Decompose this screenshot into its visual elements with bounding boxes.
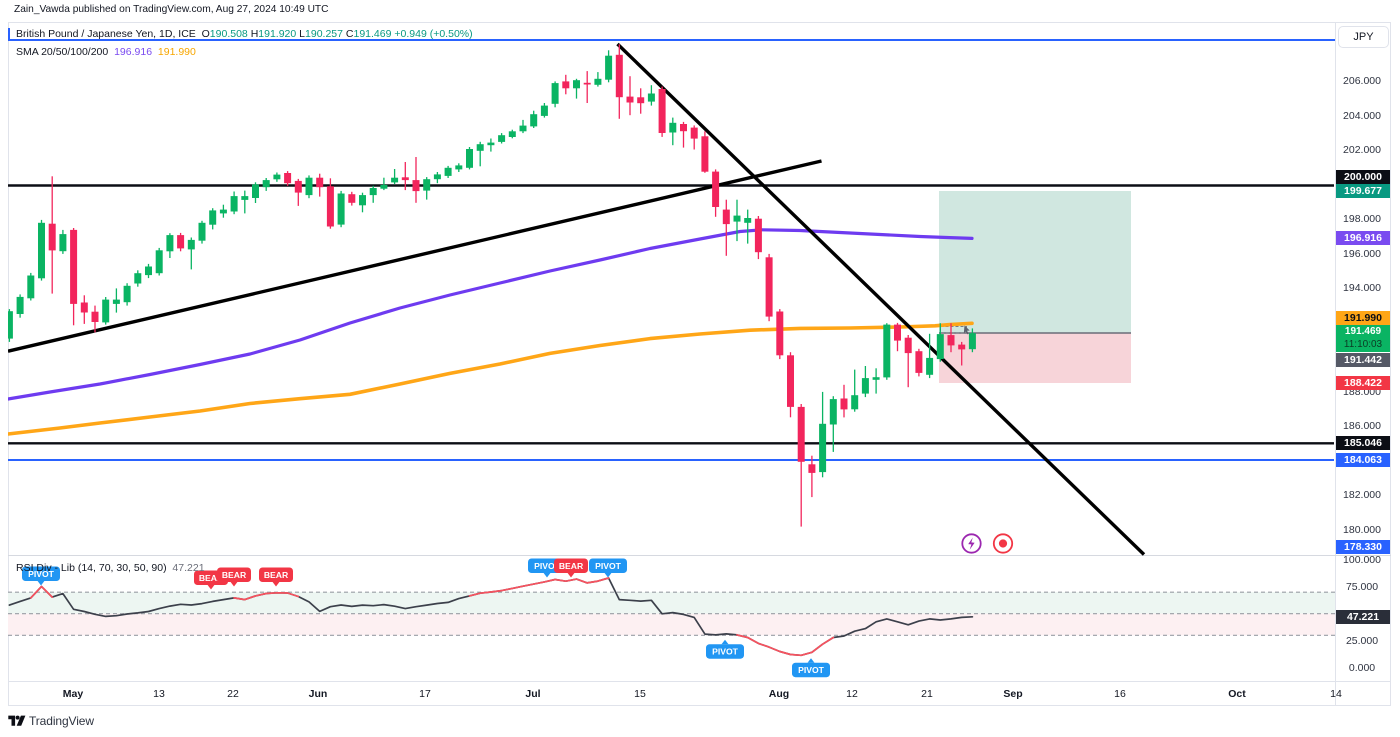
svg-text:PIVOT: PIVOT: [798, 665, 825, 675]
svg-text:PIVOT: PIVOT: [595, 561, 622, 571]
svg-text:PIVOT: PIVOT: [534, 561, 561, 571]
svg-text:PIVOT: PIVOT: [712, 647, 739, 657]
svg-text:BEAR: BEAR: [199, 573, 224, 583]
svg-text:BEAR: BEAR: [264, 570, 289, 580]
svg-text:BEAR: BEAR: [222, 570, 247, 580]
svg-text:PIVOT: PIVOT: [28, 569, 55, 579]
svg-text:BEAR: BEAR: [559, 561, 584, 571]
